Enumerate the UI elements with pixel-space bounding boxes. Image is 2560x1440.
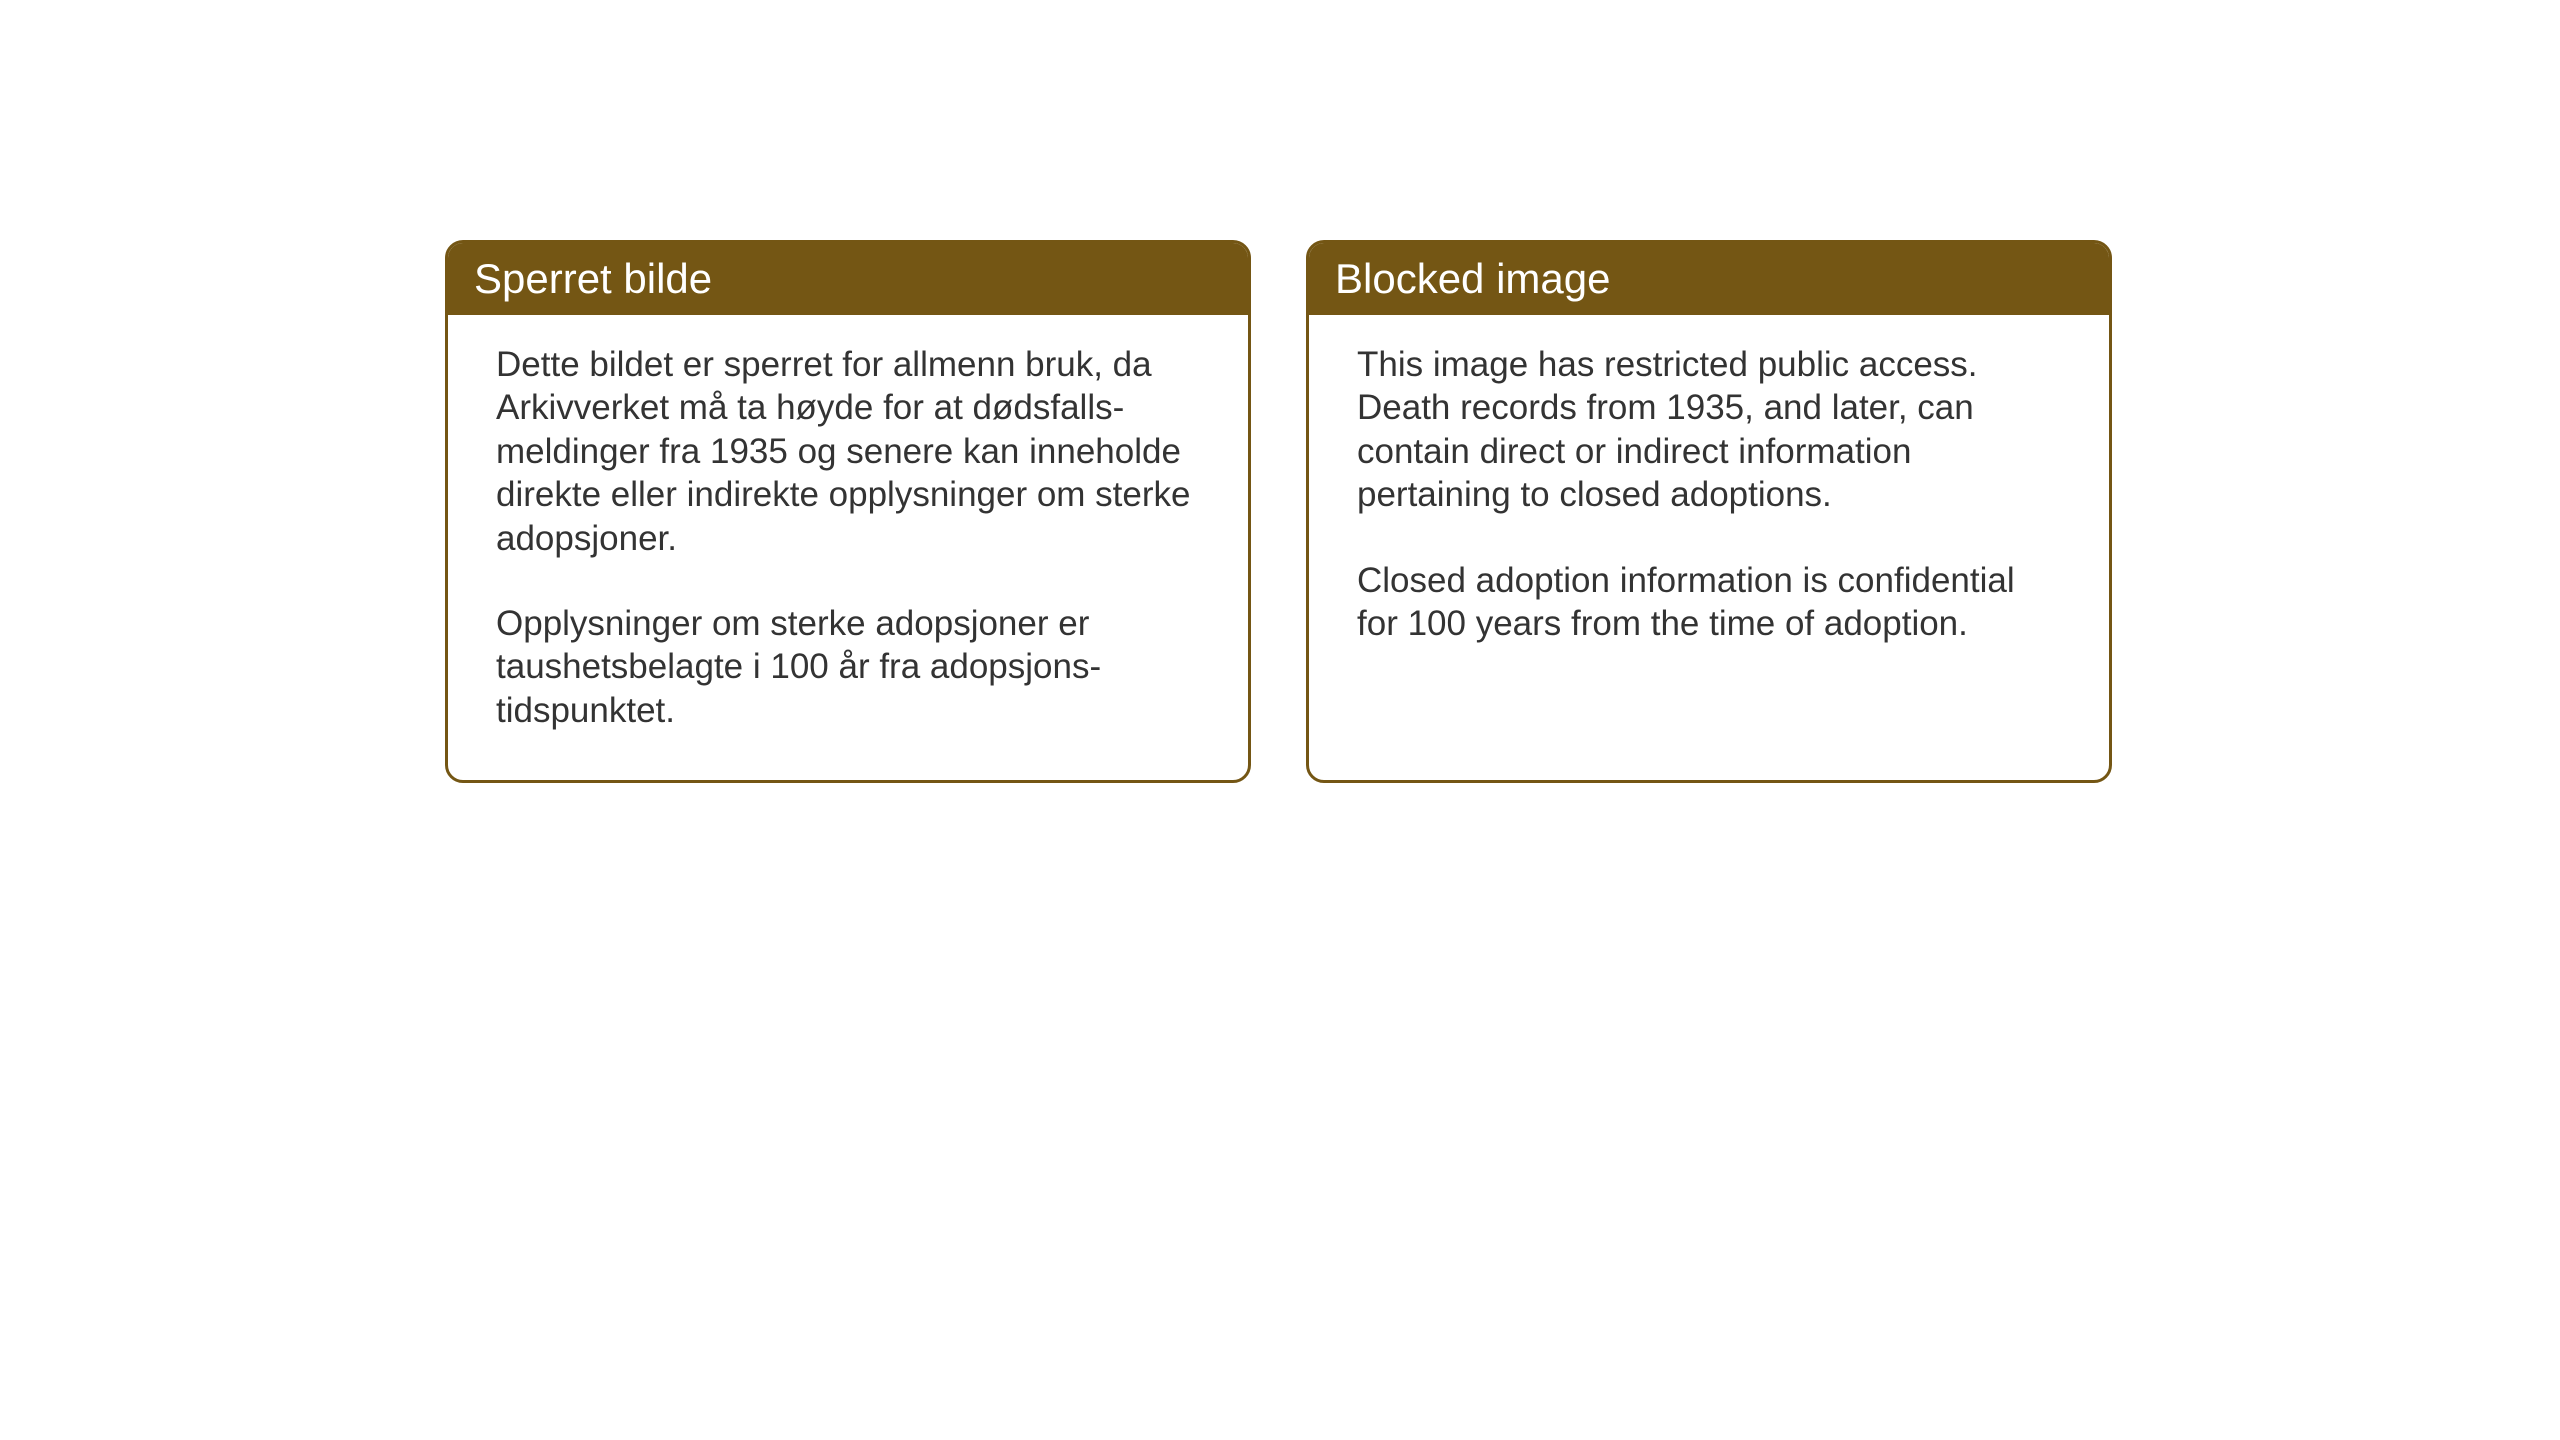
english-paragraph-1: This image has restricted public access.… [1357, 343, 2061, 517]
english-card-header: Blocked image [1309, 243, 2109, 315]
norwegian-title: Sperret bilde [474, 255, 712, 302]
english-card-body: This image has restricted public access.… [1309, 315, 2109, 693]
norwegian-paragraph-2: Opplysninger om sterke adopsjoner er tau… [496, 602, 1200, 732]
norwegian-paragraph-1: Dette bildet er sperret for allmenn bruk… [496, 343, 1200, 560]
norwegian-card-body: Dette bildet er sperret for allmenn bruk… [448, 315, 1248, 780]
english-card: Blocked image This image has restricted … [1306, 240, 2112, 783]
english-title: Blocked image [1335, 255, 1610, 302]
norwegian-card-header: Sperret bilde [448, 243, 1248, 315]
english-paragraph-2: Closed adoption information is confident… [1357, 559, 2061, 646]
norwegian-card: Sperret bilde Dette bildet er sperret fo… [445, 240, 1251, 783]
cards-container: Sperret bilde Dette bildet er sperret fo… [0, 0, 2560, 783]
